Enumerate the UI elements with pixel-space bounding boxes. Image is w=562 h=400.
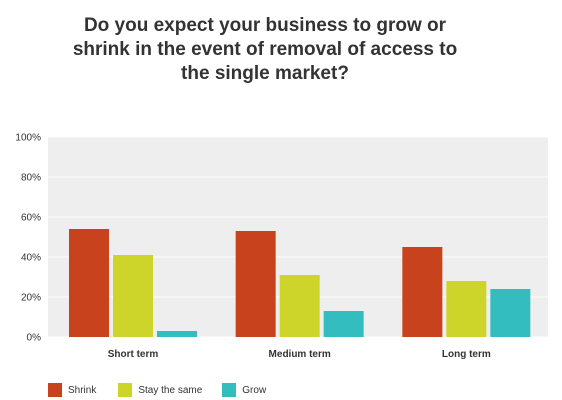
chart-legend: Shrink Stay the same Grow — [48, 382, 286, 398]
y-tick-label: 80% — [21, 173, 41, 184]
bar-grow-long-term — [490, 289, 531, 337]
y-tick-label: 0% — [27, 333, 42, 344]
legend-swatch-grow — [222, 383, 237, 397]
legend-swatch-stay-the-same — [118, 383, 133, 397]
bar-grow-medium-term — [323, 311, 364, 337]
y-tick-label: 20% — [21, 293, 41, 304]
bar-stay-the-same-medium-term — [279, 275, 320, 337]
bar-shrink-medium-term — [235, 231, 276, 337]
bar-stay-the-same-short-term — [113, 255, 153, 337]
chart-title-line-3: the single market? — [181, 63, 349, 84]
x-category-label: Long term — [442, 349, 491, 360]
bar-stay-the-same-long-term — [446, 281, 487, 337]
x-category-label: Short term — [108, 349, 159, 360]
legend-swatch-shrink — [48, 383, 62, 397]
y-tick-label: 60% — [21, 213, 41, 224]
bar-shrink-short-term — [69, 229, 109, 337]
bar-shrink-long-term — [402, 247, 443, 337]
bar-chart: 0% 20% 40% 60% 80% 100% Short term Medium term L… — [15, 133, 548, 360]
legend-item-stay-the-same: Stay the same — [118, 383, 202, 397]
legend-item-grow: Grow — [222, 383, 266, 397]
legend-item-shrink: Shrink — [48, 383, 96, 397]
y-tick-label: 40% — [21, 253, 41, 264]
legend-label-stay-the-same: Stay the same — [138, 384, 203, 396]
legend-label-shrink: Shrink — [68, 384, 97, 396]
x-category-label: Medium term — [269, 349, 331, 360]
legend-label-grow: Grow — [242, 384, 267, 396]
y-tick-label: 100% — [15, 133, 41, 144]
chart-title: Do you expect your business to grow or s… — [30, 14, 500, 86]
bar-grow-short-term — [157, 331, 197, 337]
chart-title-line-2: shrink in the event of removal of access… — [72, 39, 458, 60]
chart-title-line-1: Do you expect your business to grow or — [83, 15, 447, 36]
